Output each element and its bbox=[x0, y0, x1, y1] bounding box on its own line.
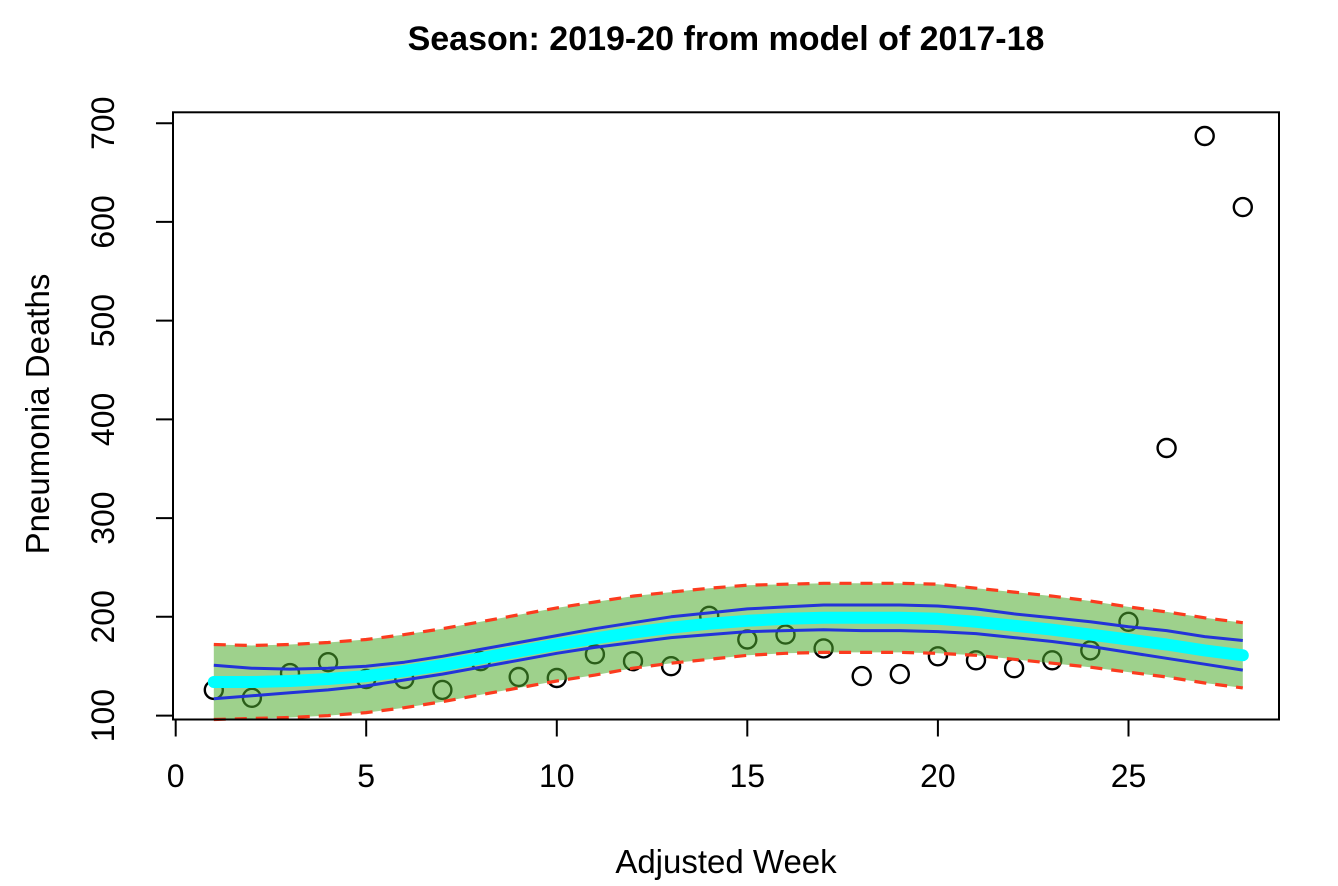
data-point bbox=[1156, 437, 1177, 459]
y-tick-label: 100 bbox=[85, 689, 121, 742]
outer-lower-line bbox=[213, 650, 1244, 722]
data-point bbox=[851, 665, 872, 687]
y-tick-label: 300 bbox=[85, 491, 121, 544]
axes-group: 0 5 10 15 20 25 100 200 300 400 500 600 700 bbox=[85, 97, 1280, 794]
y-tick-label: 200 bbox=[85, 590, 121, 643]
x-tick-label: 10 bbox=[539, 758, 575, 794]
x-tick-label: 20 bbox=[920, 758, 956, 794]
y-tick-label: 500 bbox=[85, 294, 121, 347]
fitted-line bbox=[207, 611, 1249, 688]
data-point bbox=[889, 663, 910, 685]
fitted-line-group bbox=[207, 611, 1249, 688]
inner-upper-line bbox=[213, 603, 1243, 671]
y-axis-title: Pneumonia Deaths bbox=[19, 273, 56, 555]
x-axis-title: Adjusted Week bbox=[615, 843, 837, 880]
x-tick-label: 0 bbox=[167, 758, 185, 794]
y-tick-label: 700 bbox=[85, 97, 121, 150]
data-point bbox=[1194, 125, 1215, 147]
outer-upper-line bbox=[213, 581, 1244, 648]
data-point bbox=[1232, 196, 1254, 218]
outer-interval-lines-group bbox=[213, 581, 1244, 722]
data-point bbox=[1003, 658, 1025, 679]
plot-border bbox=[172, 111, 1280, 721]
x-tick-label: 25 bbox=[1111, 758, 1147, 794]
prediction-band bbox=[213, 583, 1243, 720]
y-tick-label: 400 bbox=[85, 393, 121, 446]
x-tick-label: 15 bbox=[730, 758, 766, 794]
inner-interval-lines-group bbox=[213, 603, 1244, 701]
y-tick-label: 600 bbox=[85, 195, 121, 248]
prediction-band-group bbox=[213, 583, 1243, 720]
inner-lower-line bbox=[213, 628, 1244, 701]
chart-title: Season: 2019-20 from model of 2017-18 bbox=[407, 20, 1045, 58]
x-tick-label: 5 bbox=[357, 758, 375, 794]
